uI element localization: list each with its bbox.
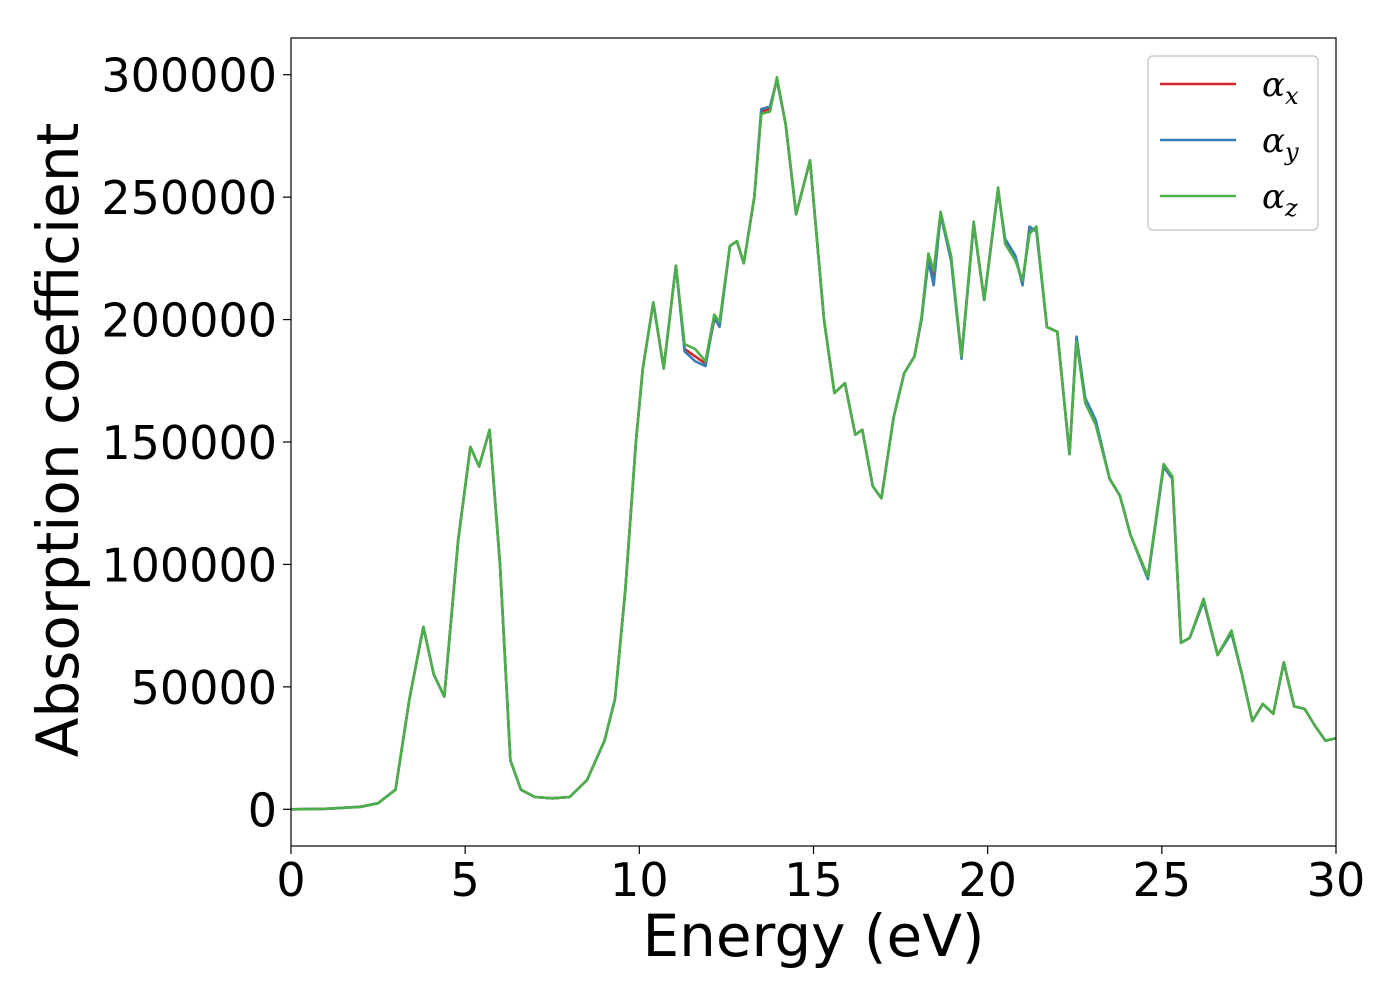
x-axis-ticks: 0 5 10 15 20 25 30 xyxy=(276,846,1365,907)
x-tick-label: 5 xyxy=(451,853,480,907)
x-tick-label: 20 xyxy=(958,853,1017,907)
y-axis-title: Absorption coefficient xyxy=(24,123,92,758)
y-tick-label: 250000 xyxy=(101,171,277,225)
y-tick-label: 300000 xyxy=(101,49,277,103)
y-tick-label: 150000 xyxy=(101,416,277,470)
legend: αx αy αz xyxy=(1147,55,1319,231)
x-axis-title: Energy (eV) xyxy=(642,902,984,970)
x-tick-label: 25 xyxy=(1133,853,1192,907)
y-tick-label: 50000 xyxy=(131,661,277,715)
y-axis-ticks: 0 50000 100000 150000 200000 250000 300000 xyxy=(101,49,291,837)
legend-box xyxy=(1147,55,1319,231)
x-tick-label: 30 xyxy=(1307,853,1366,907)
legend-label-z: αz xyxy=(1262,177,1298,222)
y-tick-label: 0 xyxy=(248,783,277,837)
legend-label-x: αx xyxy=(1262,65,1299,110)
legend-label-y: αy xyxy=(1262,121,1299,166)
series-layer xyxy=(291,75,1336,811)
x-tick-label: 10 xyxy=(610,853,669,907)
y-tick-label: 200000 xyxy=(101,294,277,348)
x-tick-label: 15 xyxy=(784,853,843,907)
x-tick-label: 0 xyxy=(276,853,305,907)
series-line-alpha-z xyxy=(291,75,1336,811)
y-tick-label: 100000 xyxy=(101,538,277,592)
